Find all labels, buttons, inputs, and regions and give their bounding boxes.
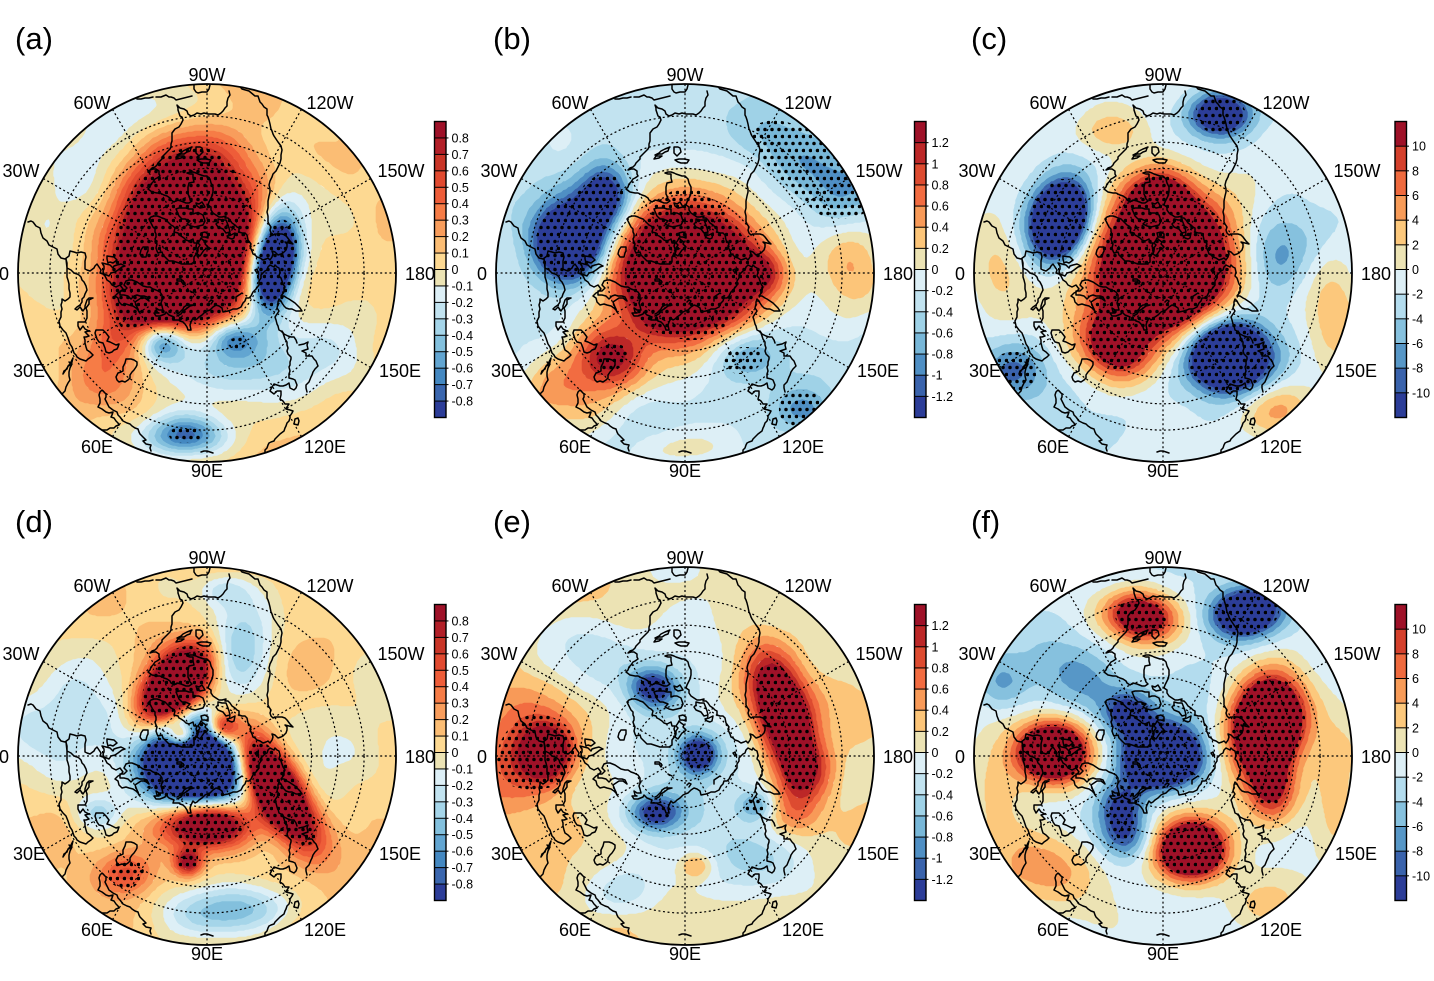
svg-text:-6: -6	[1412, 337, 1423, 351]
svg-text:-0.8: -0.8	[452, 878, 474, 892]
svg-text:0.1: 0.1	[452, 730, 469, 744]
svg-text:0.4: 0.4	[932, 221, 949, 235]
svg-text:0.2: 0.2	[932, 242, 949, 256]
svg-text:8: 8	[1412, 647, 1419, 661]
svg-text:-0.6: -0.6	[452, 362, 474, 376]
svg-text:0: 0	[1412, 263, 1419, 277]
svg-text:-0.1: -0.1	[452, 762, 474, 776]
svg-text:0.4: 0.4	[452, 680, 469, 694]
svg-text:-0.2: -0.2	[452, 296, 474, 310]
svg-text:-0.7: -0.7	[452, 861, 474, 875]
svg-text:0.3: 0.3	[452, 214, 469, 228]
svg-text:0.8: 0.8	[452, 614, 469, 628]
svg-text:(e): (e)	[493, 504, 531, 539]
svg-text:-0.3: -0.3	[452, 795, 474, 809]
svg-text:-0.4: -0.4	[452, 329, 474, 343]
svg-text:-0.3: -0.3	[452, 312, 474, 326]
svg-text:6: 6	[1412, 189, 1419, 203]
svg-text:-0.8: -0.8	[932, 348, 954, 362]
svg-text:(f): (f)	[971, 504, 1000, 539]
svg-text:-8: -8	[1412, 845, 1423, 859]
svg-text:0.2: 0.2	[452, 713, 469, 727]
svg-text:0.4: 0.4	[452, 197, 469, 211]
svg-text:0.6: 0.6	[452, 647, 469, 661]
svg-text:-0.5: -0.5	[452, 345, 474, 359]
svg-text:-10: -10	[1412, 869, 1430, 883]
svg-text:-0.6: -0.6	[452, 845, 474, 859]
svg-text:0.3: 0.3	[452, 697, 469, 711]
svg-text:0.6: 0.6	[932, 683, 949, 697]
svg-text:1.2: 1.2	[932, 619, 949, 633]
svg-text:-0.2: -0.2	[932, 767, 954, 781]
svg-text:-0.6: -0.6	[932, 326, 954, 340]
svg-text:0: 0	[452, 746, 459, 760]
svg-text:-0.2: -0.2	[932, 284, 954, 298]
svg-text:(c): (c)	[971, 21, 1007, 56]
svg-text:0: 0	[1412, 746, 1419, 760]
svg-text:10: 10	[1412, 140, 1426, 154]
svg-text:-6: -6	[1412, 820, 1423, 834]
svg-text:(a): (a)	[15, 21, 53, 56]
svg-text:10: 10	[1412, 623, 1426, 637]
svg-text:0.5: 0.5	[452, 181, 469, 195]
svg-text:-0.5: -0.5	[452, 828, 474, 842]
svg-text:0.7: 0.7	[452, 148, 469, 162]
svg-text:-0.8: -0.8	[452, 395, 474, 409]
svg-text:-0.7: -0.7	[452, 378, 474, 392]
svg-text:-1: -1	[932, 852, 943, 866]
svg-text:0.8: 0.8	[932, 661, 949, 675]
svg-text:0: 0	[932, 263, 939, 277]
svg-text:0.4: 0.4	[932, 704, 949, 718]
svg-text:(b): (b)	[493, 21, 531, 56]
svg-text:1.2: 1.2	[932, 136, 949, 150]
svg-text:-1.2: -1.2	[932, 873, 954, 887]
svg-text:0: 0	[452, 263, 459, 277]
svg-text:0.8: 0.8	[932, 178, 949, 192]
svg-text:1: 1	[932, 157, 939, 171]
svg-text:6: 6	[1412, 672, 1419, 686]
svg-text:0.2: 0.2	[932, 725, 949, 739]
svg-text:-2: -2	[1412, 771, 1423, 785]
svg-text:0.6: 0.6	[932, 200, 949, 214]
svg-text:0.8: 0.8	[452, 131, 469, 145]
svg-text:0.7: 0.7	[452, 631, 469, 645]
svg-text:1: 1	[932, 640, 939, 654]
svg-text:8: 8	[1412, 164, 1419, 178]
svg-text:0: 0	[932, 746, 939, 760]
svg-text:-10: -10	[1412, 386, 1430, 400]
svg-text:-8: -8	[1412, 362, 1423, 376]
svg-text:-4: -4	[1412, 795, 1423, 809]
svg-text:-2: -2	[1412, 288, 1423, 302]
svg-text:-0.1: -0.1	[452, 279, 474, 293]
svg-text:4: 4	[1412, 697, 1419, 711]
svg-text:4: 4	[1412, 214, 1419, 228]
svg-text:0.5: 0.5	[452, 664, 469, 678]
svg-text:-0.4: -0.4	[452, 812, 474, 826]
svg-text:-4: -4	[1412, 312, 1423, 326]
svg-text:-0.4: -0.4	[932, 305, 954, 319]
svg-text:-0.8: -0.8	[932, 831, 954, 845]
svg-text:0.1: 0.1	[452, 247, 469, 261]
svg-text:0.2: 0.2	[452, 230, 469, 244]
svg-text:(d): (d)	[15, 504, 53, 539]
svg-text:2: 2	[1412, 238, 1419, 252]
svg-text:-0.2: -0.2	[452, 779, 474, 793]
svg-text:2: 2	[1412, 721, 1419, 735]
svg-text:-0.6: -0.6	[932, 809, 954, 823]
svg-text:-0.4: -0.4	[932, 788, 954, 802]
svg-text:-1.2: -1.2	[932, 390, 954, 404]
svg-text:0.6: 0.6	[452, 164, 469, 178]
svg-text:-1: -1	[932, 369, 943, 383]
